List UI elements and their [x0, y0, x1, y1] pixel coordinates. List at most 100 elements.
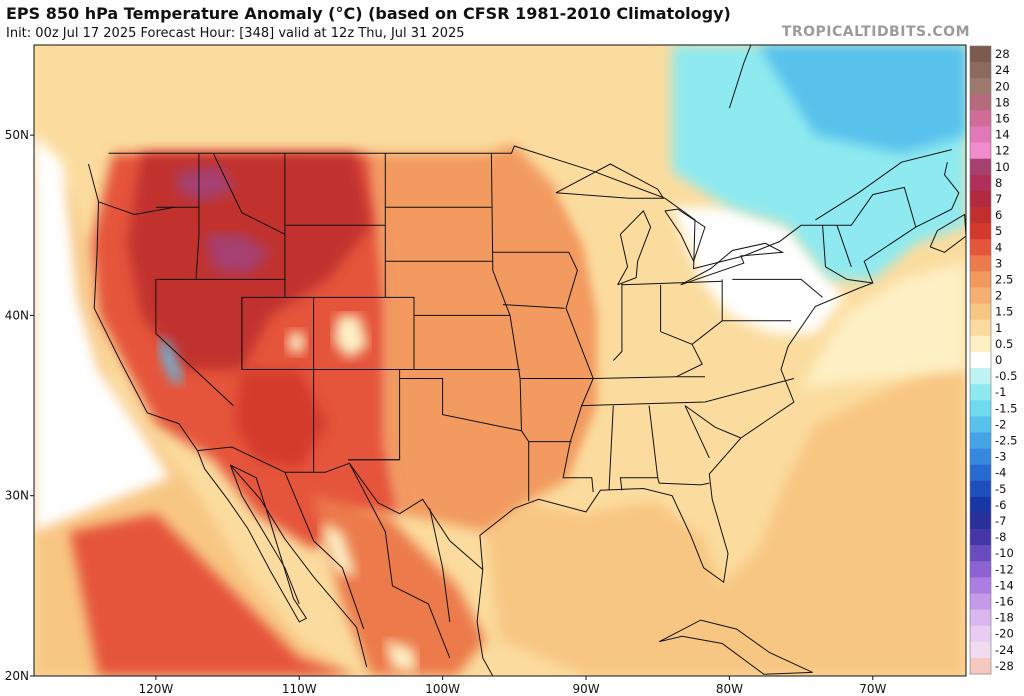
colorbar-swatch [970, 400, 991, 417]
great-lake-superior [555, 163, 665, 199]
anomaly-region-us-east [557, 189, 787, 532]
colorbar-swatch [970, 657, 991, 675]
colorbar-swatch [970, 46, 991, 63]
anomaly-region-sierra-cool [158, 337, 184, 384]
lat-tick-label: 50N [5, 128, 29, 142]
colorbar-swatch [970, 625, 991, 643]
colorbar-label: -3 [995, 450, 1006, 464]
colorbar-label: -10 [995, 546, 1014, 560]
anomaly-region-pacific-cool-strip [34, 135, 171, 532]
colorbar-swatch [970, 319, 991, 337]
colorbar-label: 2 [995, 289, 1002, 303]
lon-tick-label: 100W [425, 682, 460, 696]
colorbar-label: 0 [995, 353, 1002, 367]
anomaly-region-mexico-warm [313, 495, 486, 676]
mexico-state-a [284, 472, 365, 630]
colorbar-legend: 28 24 20 18 16 14 12 10 8 7 6 5 4 3 2.5 2 1.5 1 0.5 0 -0.5 -1… [969, 45, 1017, 675]
colorbar-swatch [970, 158, 991, 176]
colorbar-label: -12 [995, 562, 1014, 576]
colorbar-label: -2 [995, 417, 1006, 431]
longitude-axis: 120W 110W 100W 90W 80W 70W [138, 676, 886, 696]
us-mexico-border [197, 446, 484, 570]
state-line-u [657, 477, 710, 486]
colorbar-swatch [970, 78, 991, 95]
lat-tick-label: 40N [5, 308, 29, 322]
state-line-s [608, 405, 614, 491]
lon-tick-label: 110W [282, 682, 317, 696]
colorbar-swatch [970, 223, 991, 240]
colorbar-label: 6 [995, 208, 1002, 222]
colorbar-label: 5 [995, 224, 1002, 238]
colorbar-swatch [970, 448, 991, 466]
state-line-e [155, 279, 234, 406]
anomaly-region-pacific-mid [69, 513, 357, 676]
colorbar-label: -6 [995, 498, 1006, 512]
anomaly-field [34, 45, 966, 676]
colorbar-label: -7 [995, 514, 1006, 528]
state-line-d [195, 153, 200, 280]
colorbar-swatch [970, 62, 991, 79]
great-lake-michigan [617, 210, 652, 286]
colorbar-label: -8 [995, 530, 1006, 544]
colorbar-label: 24 [995, 63, 1010, 77]
colorbar-label: 28 [995, 47, 1010, 61]
colorbar-swatch [970, 641, 991, 659]
map-subtitle: Init: 00z Jul 17 2025 Forecast Hour: [34… [6, 26, 465, 41]
anomaly-region-southwest-warm [234, 369, 328, 469]
colorbar-label: -18 [995, 611, 1014, 625]
state-line-o [502, 304, 565, 309]
colorbar-swatch [970, 239, 991, 256]
lat-tick-label: 20N [5, 669, 29, 683]
map-frame [33, 44, 967, 677]
canada-hudson [728, 45, 752, 109]
colorbar-label: 14 [995, 128, 1010, 142]
colorbar-swatch [970, 545, 991, 562]
state-line-ah [684, 405, 710, 459]
colorbar-swatch [970, 384, 991, 401]
mexico-state-c [429, 508, 451, 622]
colorbar-label: 8 [995, 176, 1002, 190]
colorbar-frame [969, 45, 992, 675]
site-watermark[interactable]: TROPICALTIDBITS.COM [781, 24, 970, 40]
colorbar-label: 18 [995, 95, 1010, 109]
great-lake-erie-ontario [680, 242, 785, 286]
colorbar-swatch [970, 496, 991, 514]
colorbar-swatch [970, 464, 991, 482]
colorbar-label: 1 [995, 321, 1002, 335]
state-line-f [212, 152, 286, 235]
colorbar-swatch [970, 577, 991, 594]
colorbar-swatch [970, 94, 991, 111]
gulf-coast [479, 226, 917, 584]
map-title: EPS 850 hPa Temperature Anomaly (°C) (ba… [6, 4, 731, 23]
colorbar-swatch [970, 432, 991, 449]
cuba-outline [658, 619, 813, 675]
state-line-v [581, 378, 795, 407]
anomaly-region-rockies-cool-2 [286, 329, 307, 356]
colorbar-swatch [970, 593, 991, 610]
colorbar-label: 2.5 [995, 273, 1013, 287]
pacific-coast [88, 163, 368, 668]
colorbar-swatch [970, 142, 991, 160]
colorbar-swatch [970, 416, 991, 433]
colorbar-swatch [970, 190, 991, 208]
colorbar-label: -5 [995, 482, 1006, 496]
anomaly-region-montana-peak [177, 165, 235, 202]
anomaly-region-idaho-peak [206, 234, 271, 274]
political-boundaries [88, 45, 966, 676]
lat-tick-label: 30N [5, 489, 29, 503]
colorbar-label: -16 [995, 595, 1014, 609]
anomaly-region-canada-east-cooler [758, 45, 966, 154]
colorbar-label: 10 [995, 160, 1010, 174]
colorbar-label: 1.5 [995, 305, 1013, 319]
lon-tick-label: 80W [716, 682, 743, 696]
anomaly-region-mexico-cool-1 [320, 522, 357, 577]
colorbar-label: 4 [995, 240, 1002, 254]
colorbar-swatch [970, 126, 991, 144]
colorbar-swatch [970, 110, 991, 127]
state-line-l [399, 378, 522, 432]
colorbar-label: 7 [995, 192, 1002, 206]
colorbar-swatch [970, 512, 991, 530]
colorbar-label: -24 [995, 643, 1014, 657]
colorbar-swatch [970, 368, 991, 385]
